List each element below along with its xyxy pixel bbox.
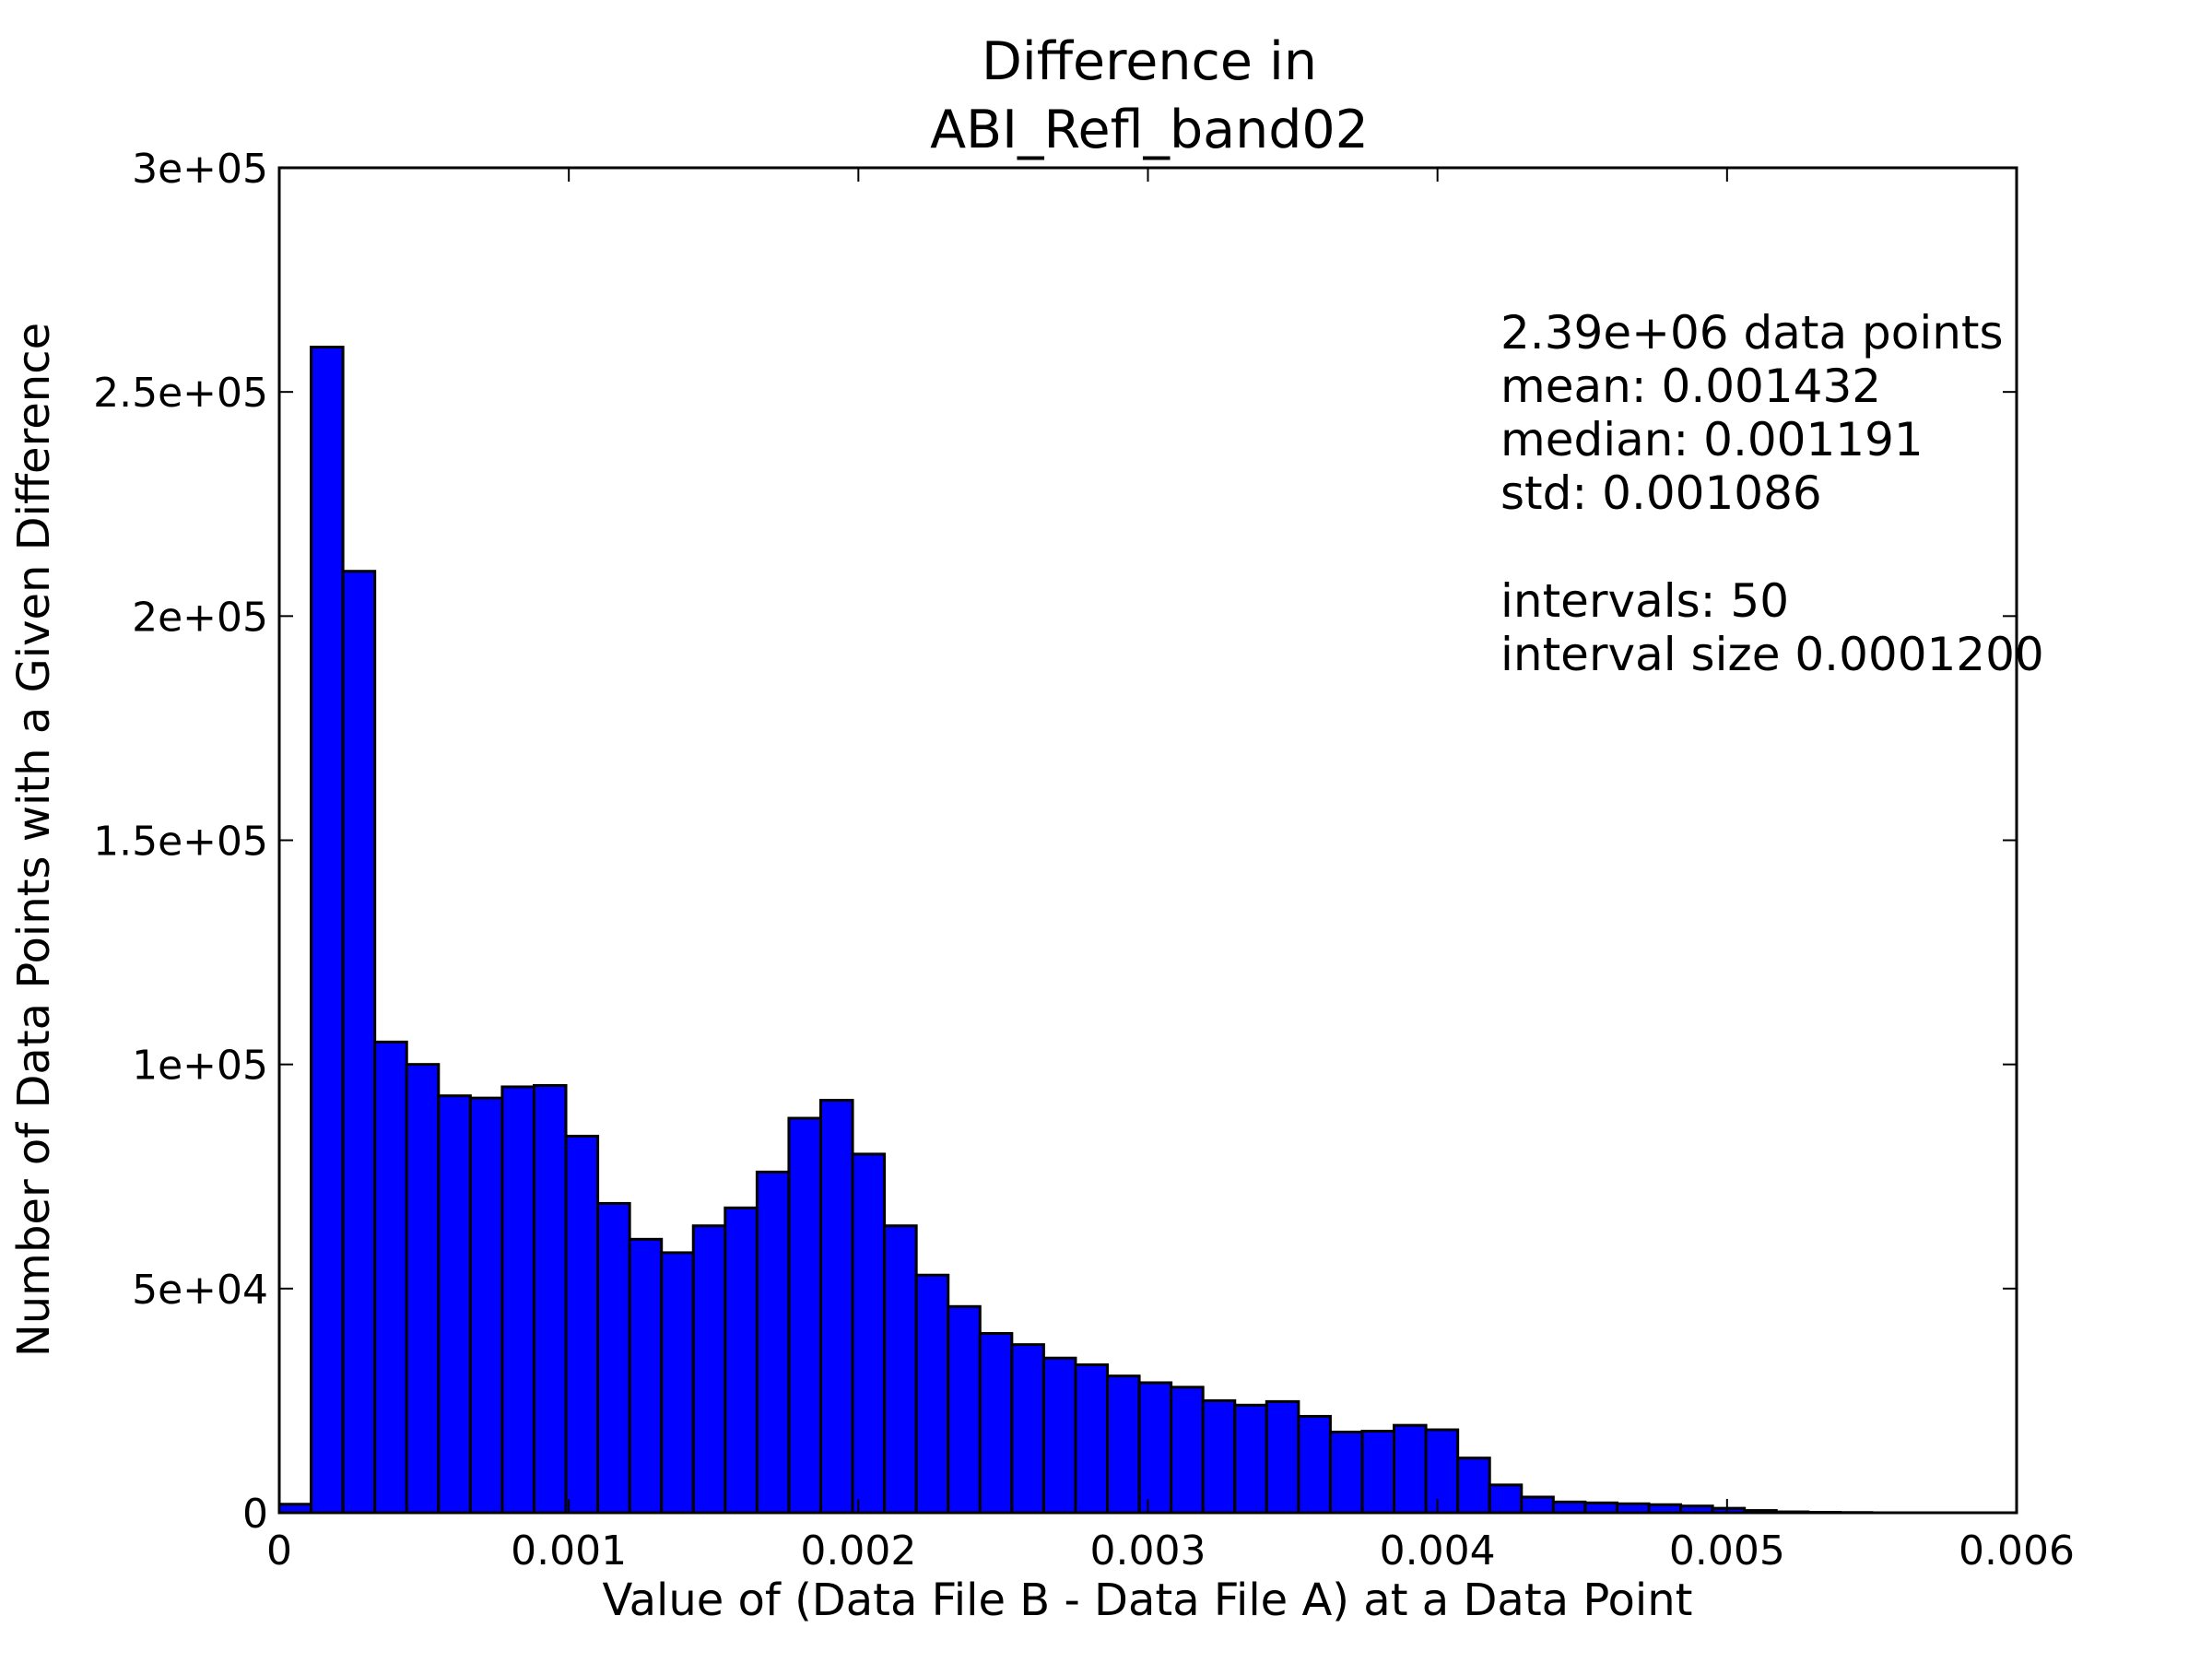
histogram-bar	[1394, 1425, 1427, 1513]
histogram-bar	[948, 1306, 981, 1513]
histogram-bar	[853, 1154, 885, 1513]
histogram-bar	[757, 1172, 789, 1513]
stats-median: median: 0.001191	[1500, 413, 1924, 466]
histogram-bar	[439, 1096, 471, 1513]
stats-mean: mean: 0.001432	[1500, 360, 1881, 413]
histogram-bar	[502, 1087, 535, 1513]
histogram-bar	[916, 1275, 948, 1513]
histogram-bar	[820, 1101, 853, 1513]
histogram-bar	[693, 1226, 725, 1513]
histogram-bar	[343, 572, 375, 1513]
stats-annotation: 2.39e+06 data points mean: 0.001432 medi…	[1500, 306, 2044, 681]
histogram-bar	[1203, 1400, 1235, 1513]
histogram-bar	[980, 1333, 1012, 1513]
chart-subtitle: ABI_Refl_band02	[930, 100, 1369, 160]
chart-title: Difference in	[982, 31, 1317, 92]
histogram-bar	[1330, 1432, 1362, 1513]
histogram-bar	[1458, 1458, 1490, 1513]
y-tick-label: 0	[242, 1491, 268, 1538]
histogram-bar	[1426, 1430, 1458, 1513]
histogram-bar	[1489, 1485, 1522, 1513]
x-tick-label: 0	[266, 1527, 292, 1575]
histogram-bar	[1266, 1401, 1299, 1513]
y-tick-label: 1.5e+05	[93, 819, 268, 866]
histogram-bar	[470, 1098, 502, 1513]
histogram-bar	[662, 1253, 694, 1513]
histogram-bar	[1235, 1405, 1267, 1513]
histogram-bar	[1139, 1383, 1171, 1513]
histogram-bar	[598, 1203, 630, 1513]
x-axis-label: Value of (Data File B - Data File A) at …	[602, 1575, 1692, 1626]
stats-intervals: intervals: 50	[1500, 574, 1789, 628]
y-tick-label: 2.5e+05	[93, 370, 268, 417]
y-tick-label: 5e+04	[132, 1267, 268, 1314]
y-tick-label: 2e+05	[132, 594, 268, 641]
y-axis-label: Number of Data Points with a Given Diffe…	[8, 323, 60, 1357]
x-tick-label: 0.002	[800, 1527, 916, 1575]
histogram-bar	[1522, 1497, 1554, 1513]
stats-std: std: 0.001086	[1500, 466, 1822, 520]
histogram-bar	[312, 348, 344, 1513]
histogram-bar	[1171, 1387, 1204, 1513]
histogram-bar	[566, 1136, 598, 1513]
x-tick-label: 0.003	[1090, 1527, 1206, 1575]
histogram-bar	[725, 1208, 758, 1513]
histogram-bar	[1362, 1431, 1394, 1513]
x-tick-label: 0.005	[1669, 1527, 1785, 1575]
x-tick-label: 0.001	[511, 1527, 627, 1575]
histogram-bar	[1585, 1503, 1618, 1513]
y-tick-label: 1e+05	[132, 1043, 268, 1090]
histogram-bar	[789, 1118, 821, 1513]
histogram-bar	[1553, 1502, 1585, 1513]
x-tick-label: 0.004	[1380, 1527, 1496, 1575]
histogram-bar	[534, 1086, 566, 1513]
histogram-bar	[1076, 1365, 1108, 1513]
histogram-bar	[629, 1239, 662, 1513]
histogram-bar	[406, 1065, 439, 1513]
bars-layer	[279, 348, 1872, 1513]
histogram-bar	[885, 1226, 917, 1513]
histogram-bar	[1299, 1416, 1331, 1513]
histogram-bar	[1012, 1345, 1044, 1513]
stats-data-points: 2.39e+06 data points	[1500, 306, 2004, 360]
histogram-bar	[1043, 1358, 1076, 1513]
x-tick-label: 0.006	[1959, 1527, 2075, 1575]
histogram-bar	[375, 1042, 407, 1513]
stats-interval-size: interval size 0.0001200	[1500, 628, 2044, 681]
y-tick-label: 3e+05	[132, 146, 268, 193]
histogram-bar	[1108, 1376, 1140, 1513]
